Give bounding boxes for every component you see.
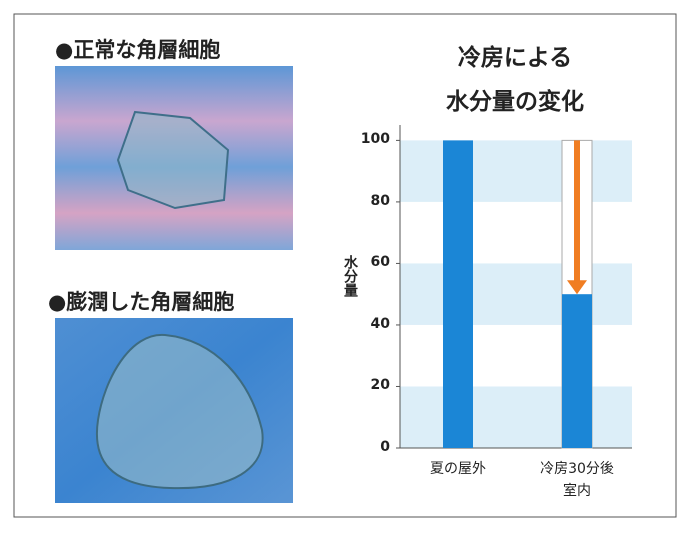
photo-label: ●正常な角層細胞 — [55, 38, 221, 62]
bar — [443, 140, 473, 448]
chart-title: 冷房による 水分量の変化 — [446, 45, 584, 115]
x-tick-label: 冷房30分後 室内 — [540, 461, 614, 499]
band — [400, 386, 632, 448]
photo-label: ●膨潤した角層細胞 — [48, 290, 235, 314]
y-tick-label: 80 — [370, 192, 390, 209]
y-axis-label: 水分量 — [342, 255, 358, 297]
y-tick-label: 100 — [360, 131, 390, 148]
y-tick-label: 40 — [370, 315, 390, 332]
x-tick-label: 夏の屋外 — [430, 461, 486, 477]
y-tick-label: 0 — [380, 439, 390, 455]
cell — [116, 110, 230, 210]
arrow-head — [567, 280, 587, 295]
band — [400, 263, 632, 325]
band — [400, 140, 632, 202]
y-tick-label: 20 — [370, 377, 390, 394]
cell — [96, 333, 264, 490]
frame — [13, 13, 677, 518]
y-tick-label: 60 — [370, 254, 390, 271]
bar — [562, 294, 592, 448]
